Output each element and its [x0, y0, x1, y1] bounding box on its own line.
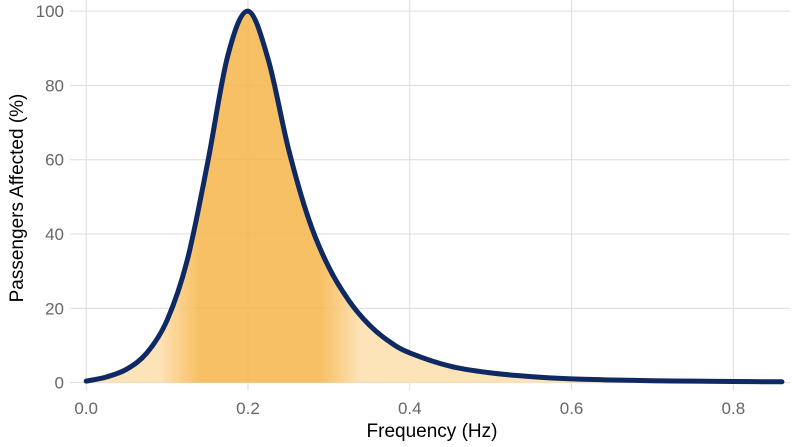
x-tick-label: 0.4 [398, 399, 422, 418]
x-axis-label: Frequency (Hz) [367, 421, 498, 442]
y-tick-labels: 0 20 40 60 80 100 [36, 2, 64, 392]
area-fill-layer [86, 11, 782, 383]
x-tick-label: 0.8 [722, 399, 746, 418]
y-tick-label: 20 [45, 299, 64, 318]
y-tick-label: 80 [45, 76, 64, 95]
y-tick-label: 100 [36, 2, 64, 21]
series-line [83, 8, 785, 385]
series-area [86, 11, 782, 383]
y-tick-label: 60 [45, 151, 64, 170]
y-tick-label: 0 [55, 374, 64, 393]
x-tick-label: 0.6 [560, 399, 584, 418]
y-tick-label: 40 [45, 225, 64, 244]
x-tick-labels: 0.0 0.2 0.4 0.6 0.8 [74, 399, 745, 418]
y-axis-label: Passengers Affected (%) [7, 94, 28, 303]
series-line-layer [83, 8, 785, 385]
x-tick-label: 0.2 [236, 399, 260, 418]
x-tick-label: 0.0 [74, 399, 98, 418]
